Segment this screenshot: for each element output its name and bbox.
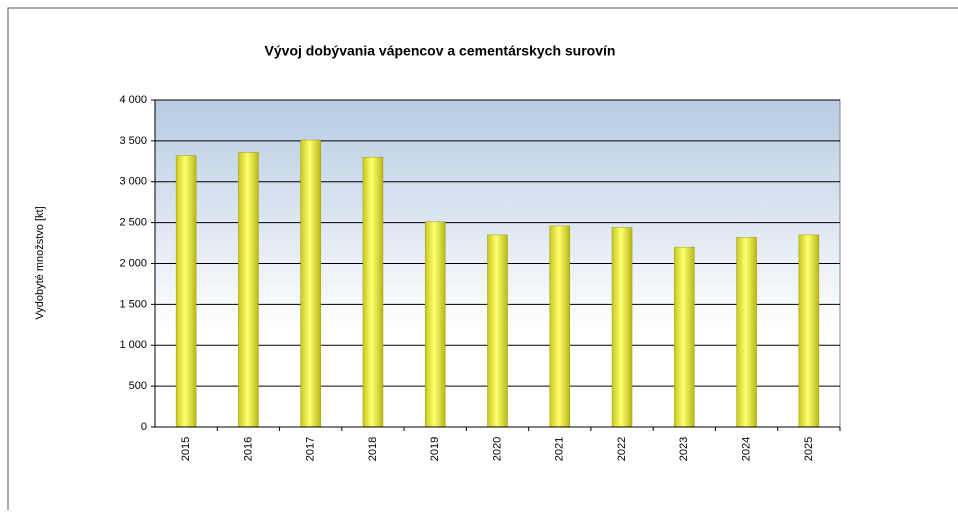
x-tick-label: 2023: [678, 437, 690, 461]
bar: [300, 139, 321, 428]
bar: [175, 155, 197, 428]
x-tick-label: 2017: [305, 437, 317, 461]
x-tick-label: 2025: [803, 437, 815, 461]
bar: [611, 227, 633, 428]
x-tick-label: 2016: [242, 437, 254, 461]
x-tick-label: 2020: [491, 437, 503, 461]
x-tick-label: 2019: [429, 437, 441, 461]
bar: [362, 156, 384, 428]
x-tick-label: 2021: [554, 437, 566, 461]
y-tick-label: 0: [141, 421, 147, 433]
frame: [7, 7, 958, 510]
bar: [238, 152, 259, 428]
y-tick-label: 1 500: [119, 298, 147, 310]
chart-title: Vývoj dobývania vápencov a cementárskych…: [265, 43, 616, 59]
bar: [674, 246, 695, 428]
x-tick-label: 2015: [180, 437, 192, 461]
bar: [798, 234, 820, 428]
y-tick-label: 1 000: [119, 339, 147, 351]
x-tick-label: 2018: [367, 437, 379, 461]
x-tick-label: 2022: [616, 437, 628, 461]
y-tick-label: 2 500: [119, 217, 147, 229]
bar: [736, 237, 757, 428]
y-tick-label: 2 000: [119, 257, 147, 269]
bar: [424, 221, 446, 428]
bar: [487, 234, 508, 428]
y-tick-label: 3 000: [119, 176, 147, 188]
y-tick-label: 3 500: [119, 135, 147, 147]
y-tick-label: 500: [129, 380, 147, 392]
bar: [549, 225, 571, 428]
x-tick-label: 2024: [740, 437, 752, 461]
y-tick-label: 4 000: [119, 94, 147, 106]
y-axis-label: Vydobyté množstvo [kt]: [34, 206, 46, 319]
